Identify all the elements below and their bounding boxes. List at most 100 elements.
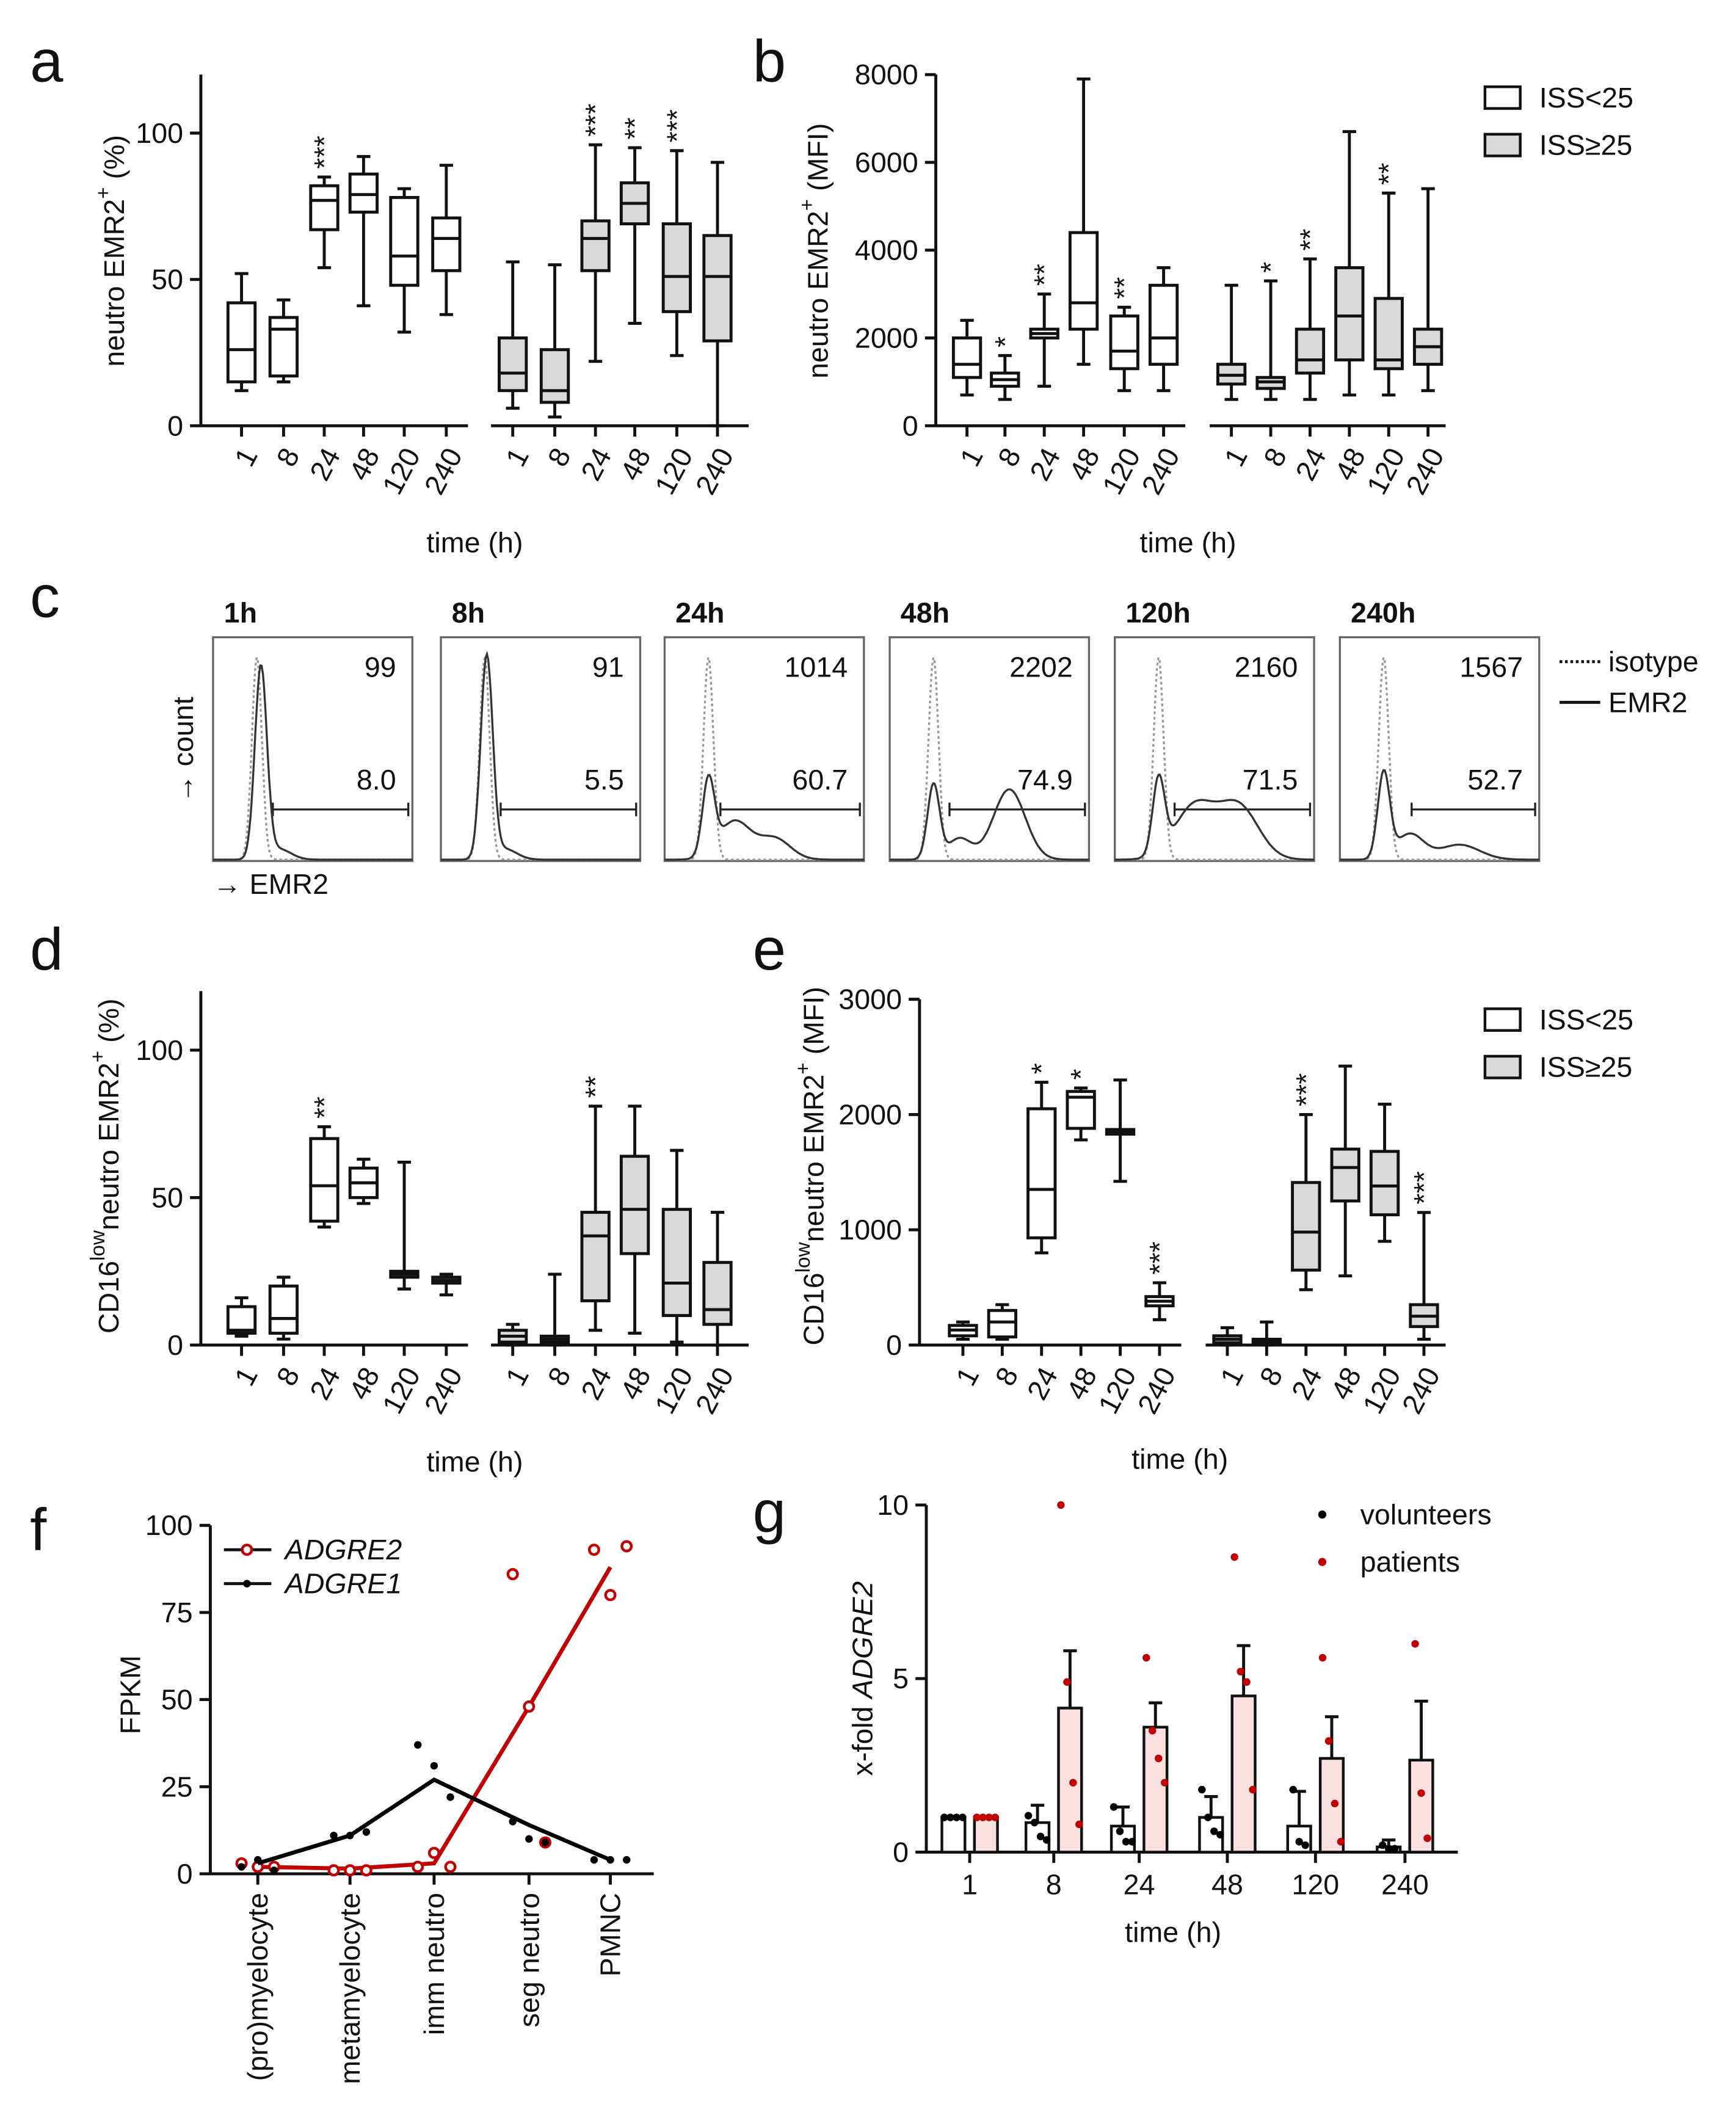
legend-swatch (1483, 85, 1522, 110)
whisker-high (670, 1148, 684, 1210)
x-tick-label: 1 (228, 1362, 264, 1391)
whisker-low (397, 1277, 412, 1291)
x-tick-label: 8 (271, 443, 306, 471)
legend-label: volunteers (1360, 1498, 1492, 1530)
significance: ** (308, 1097, 340, 1119)
box (539, 348, 570, 404)
whisker-low (589, 1301, 603, 1332)
data-point (959, 1813, 967, 1821)
x-tick-label: 1 (499, 1362, 535, 1391)
percent-value: 74.9 (1017, 764, 1073, 796)
y-tick-label: 0 (167, 1329, 183, 1361)
gate-bracket (948, 802, 1086, 816)
whisker-low (1417, 1326, 1431, 1341)
x-tick-label: 8 (542, 1362, 577, 1391)
significance: ** (1294, 228, 1326, 250)
data-point (327, 1864, 340, 1877)
x-tick-label: 120 (1096, 443, 1146, 499)
label-part: + (92, 187, 115, 198)
whisker-high (1077, 77, 1091, 233)
percent-value: 52.7 (1467, 764, 1523, 796)
histogram-frame (1113, 636, 1315, 862)
emr2-curve (1114, 773, 1315, 861)
error-bar (1414, 1699, 1428, 1760)
histogram-frame (440, 636, 642, 862)
legend-label: EMR2 (1608, 686, 1688, 718)
y-axis-label: neutro EMR2+ (%) (92, 135, 130, 367)
histogram-title: 48h (901, 597, 950, 629)
x-tick-label: 24 (575, 443, 617, 485)
whisker-high (998, 354, 1012, 374)
legend-label: ISS<25 (1539, 82, 1633, 114)
histogram-title: 8h (452, 597, 485, 629)
bar (1057, 1707, 1083, 1854)
data-point (1249, 1785, 1257, 1794)
x-tick-label: 48 (614, 1362, 657, 1405)
data-point (1063, 1678, 1071, 1686)
x-tick-label: 24 (575, 1362, 617, 1405)
box (619, 1155, 650, 1255)
y-axis-label: → count (167, 697, 199, 803)
y-tick-label: 25 (161, 1771, 193, 1802)
data-point (346, 1831, 354, 1840)
x-tick-label: 240 (418, 1362, 468, 1419)
data-point (412, 1860, 424, 1873)
data-point (1142, 1653, 1150, 1662)
y-tick-label: 0 (903, 410, 918, 441)
whisker-high (1342, 130, 1356, 268)
significance: *** (1144, 1241, 1175, 1274)
whisker-low (628, 223, 642, 325)
data-point (1069, 1779, 1077, 1787)
data-point (506, 1568, 519, 1581)
box (1109, 314, 1139, 371)
whisker-low (589, 270, 603, 363)
label-part: neutro EMR2 (93, 1062, 125, 1230)
x-axis-label: → EMR2 (213, 868, 329, 900)
whisker-low (317, 230, 332, 269)
whisker-high (234, 272, 249, 303)
x-tick-label: 120 (1291, 1869, 1339, 1901)
x-tick-label: seg neutro (513, 1893, 545, 2027)
label-part: (MFI) (802, 123, 833, 199)
whisker-low (1224, 383, 1238, 401)
data-point (1204, 1813, 1212, 1821)
data-point (1391, 1845, 1399, 1852)
histogram-title: 120h (1125, 597, 1190, 629)
histogram-frame (663, 636, 865, 862)
whisker-low (1342, 360, 1356, 397)
isotype-curve (890, 657, 1089, 861)
y-tick-label: 100 (136, 1034, 183, 1066)
legend-label: ISS<25 (1539, 1004, 1633, 1036)
x-tick-label: 48 (614, 443, 657, 485)
data-point (606, 1856, 614, 1864)
x-tick-label: metamyelocyte (334, 1893, 366, 2084)
panel-label: c (30, 564, 60, 630)
whisker-high (628, 1105, 642, 1156)
y-tick-label: 4000 (855, 234, 918, 266)
whisker-low (960, 377, 974, 397)
data-point (946, 1813, 954, 1821)
data-point (1301, 1841, 1309, 1849)
x-tick-label: imm neutro (418, 1893, 450, 2035)
x-tick-label: 240 (1131, 1362, 1182, 1419)
gate-bracket (499, 802, 637, 816)
panel-label: d (30, 916, 63, 982)
whisker-high (1299, 1112, 1313, 1183)
x-tick-label: 240 (689, 443, 739, 499)
whisker-high (1421, 187, 1435, 330)
significance: ** (1108, 277, 1140, 299)
y-axis-label: CD16lowneutro EMR2+ (MFI) (791, 987, 829, 1346)
whisker-low (1299, 1270, 1313, 1291)
box (987, 1308, 1017, 1339)
whisker-high (357, 154, 371, 175)
x-tick-label: 1 (962, 1869, 978, 1901)
gate-bracket (272, 802, 410, 816)
data-point (414, 1741, 422, 1749)
emr2-curve (212, 664, 413, 861)
whisker-high (1152, 1281, 1167, 1297)
y-axis-label: CD16lowneutro EMR2+ (%) (87, 998, 125, 1333)
bar (1318, 1757, 1345, 1854)
mean-line (258, 1566, 612, 1871)
whisker-high (670, 149, 684, 224)
legend-label: isotype (1608, 646, 1699, 678)
